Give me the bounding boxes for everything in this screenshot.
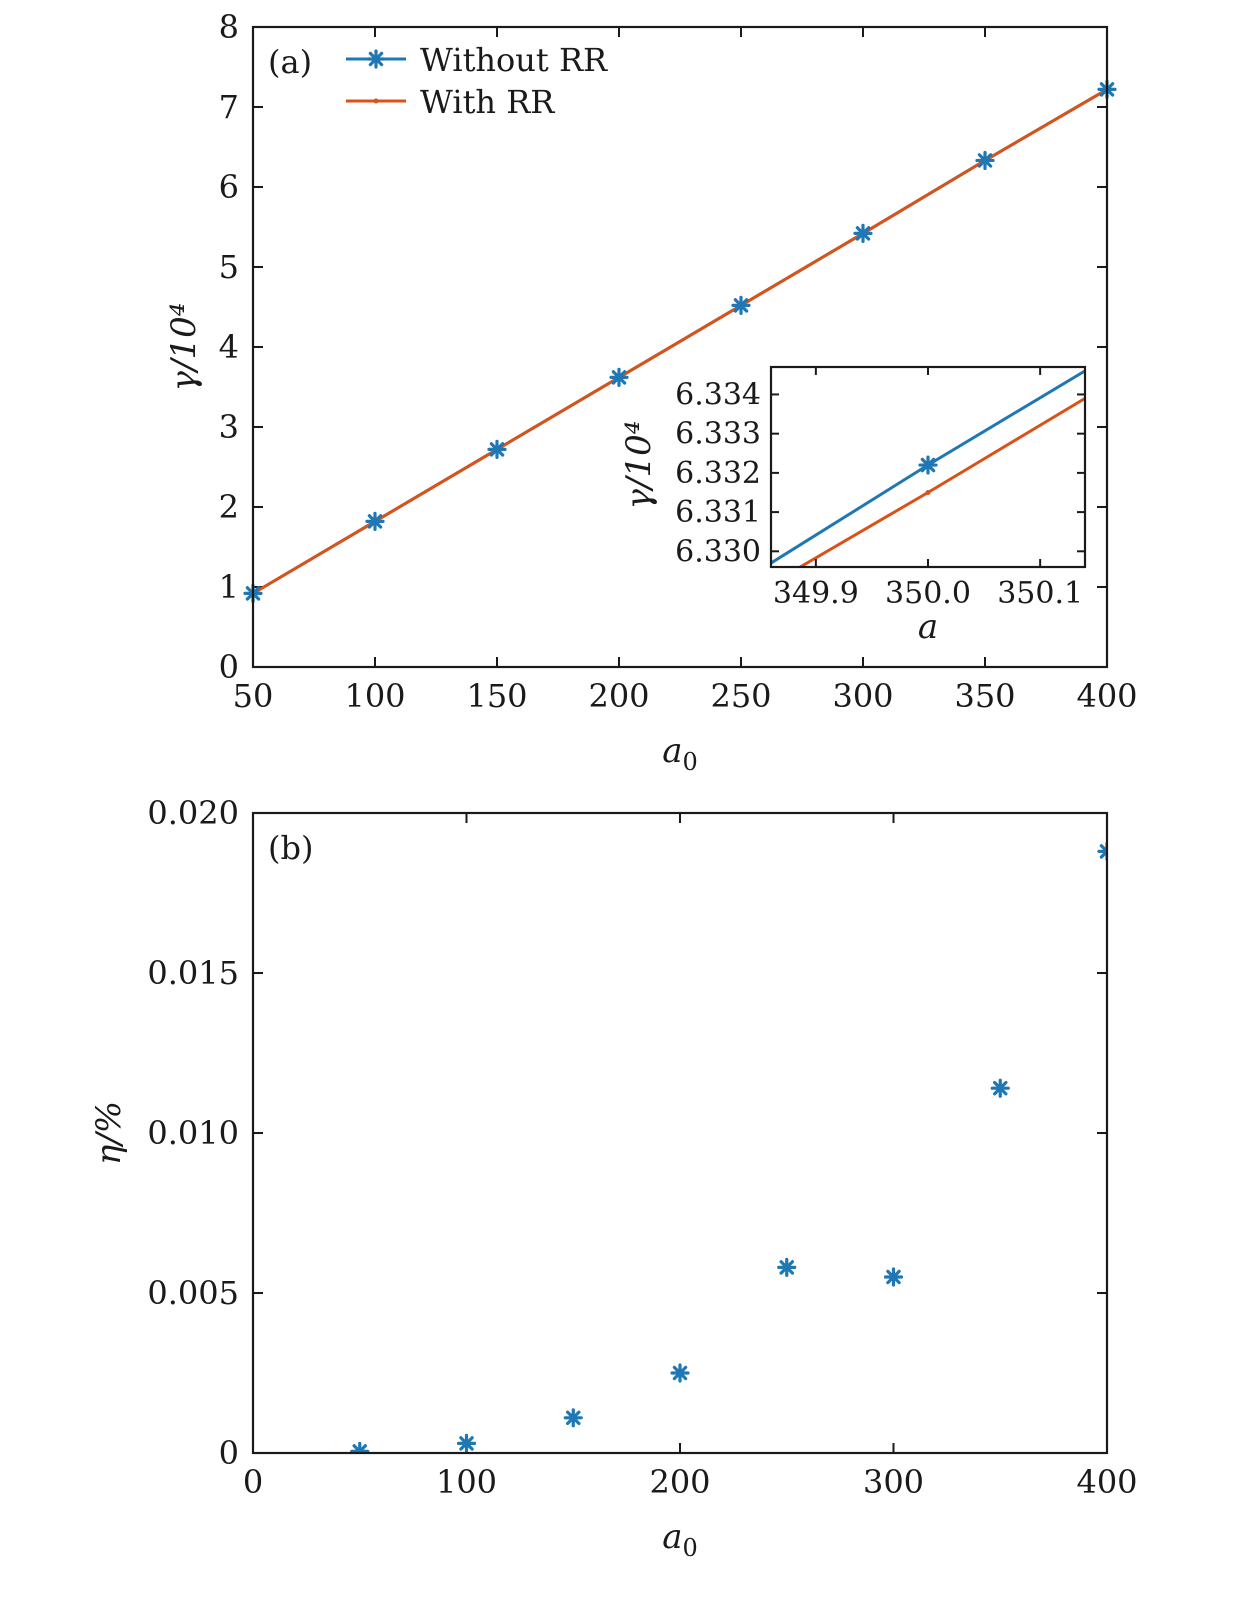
x-tick-label: 150 (466, 677, 527, 715)
panel-b-x-axis-label: a0 (662, 1517, 698, 1562)
inset-x-ticks: 349.9 350.0 350.1 (773, 367, 1083, 611)
panel-a-inset: 6.330 6.331 6.332 6.333 6.334 349.9 350.0 350.… (619, 365, 1087, 647)
y-tick-label: 0.020 (147, 794, 239, 832)
y-tick-label: 0.010 (147, 1114, 239, 1152)
inset-y-axis-label: γ/10⁴ (619, 421, 659, 510)
panel-a-chart: 0 1 2 3 4 5 6 7 8 50 100 150 200 250 300 350 400 (a) a0… (164, 8, 1138, 776)
legend-marker-without-rr (366, 49, 386, 69)
panel-b-frame (251, 811, 1109, 1455)
inset-with-rr-point (925, 489, 931, 495)
without-rr-point (487, 439, 507, 459)
inset-y-ticks: 6.330 6.331 6.332 6.333 6.334 (675, 377, 1085, 569)
panel-a-legend: Without RR With RR (346, 41, 608, 121)
y-tick-label: 0.015 (147, 954, 239, 992)
panel-b-series (350, 841, 1108, 1454)
without-rr-point (609, 367, 629, 387)
x-tick-label: 250 (710, 677, 771, 715)
y-tick-label: 7 (219, 88, 239, 126)
panel-a-x-axis-label: a0 (662, 731, 698, 776)
eta-point (456, 1433, 477, 1454)
panel-b-x-ticks: 0 100 200 300 400 (243, 813, 1138, 1501)
eta-point (777, 1257, 797, 1278)
inset-y-tick-label: 6.334 (675, 377, 761, 412)
y-tick-label: 6 (219, 168, 239, 206)
without-rr-point (731, 295, 751, 315)
y-tick-label: 0 (219, 648, 239, 686)
inset-x-tick-label: 349.9 (773, 576, 859, 611)
inset-y-tick-label: 6.332 (675, 456, 761, 491)
y-tick-label: 2 (219, 488, 239, 526)
inset-y-tick-label: 6.331 (675, 495, 761, 530)
eta-point (670, 1363, 690, 1383)
x-tick-label: 350 (954, 677, 1015, 715)
panel-a-series (243, 79, 1117, 604)
eta-point (883, 1267, 904, 1287)
x-tick-label: 0 (243, 1463, 263, 1501)
without-rr-point (365, 511, 385, 532)
y-tick-label: 8 (219, 8, 239, 46)
x-tick-label: 100 (344, 677, 405, 715)
panel-a-frame (251, 25, 1109, 669)
y-tick-label: 0 (219, 1434, 239, 1472)
panel-a-y-axis-label: γ/10⁴ (164, 303, 204, 392)
panel-b-label: (b) (268, 829, 313, 867)
without-rr-point (853, 223, 873, 243)
panel-a-x-ticks: 50 100 150 200 250 300 350 400 (233, 27, 1138, 715)
x-tick-label: 400 (1076, 677, 1137, 715)
panel-a-label: (a) (268, 43, 312, 81)
x-tick-label: 300 (863, 1463, 924, 1501)
x-tick-label: 400 (1076, 1463, 1137, 1501)
panel-b-y-ticks: 0 0.005 0.010 0.015 0.020 (147, 794, 1107, 1472)
inset-y-tick-label: 6.333 (675, 417, 761, 452)
inset-x-tick-label: 350.0 (885, 576, 971, 611)
panel-a-y-ticks: 0 1 2 3 4 5 6 7 8 (219, 8, 1107, 686)
eta-point (563, 1408, 583, 1428)
eta-point (990, 1078, 1010, 1098)
legend-entry-with-rr: With RR (420, 83, 555, 121)
x-tick-label: 300 (832, 677, 893, 715)
inset-x-axis-label: a (918, 607, 938, 647)
legend-entry-without-rr: Without RR (420, 41, 608, 79)
panel-b-y-axis-label: η/% (89, 1101, 129, 1165)
x-tick-label: 200 (649, 1463, 710, 1501)
x-tick-label: 100 (436, 1463, 497, 1501)
without-rr-point (975, 150, 995, 171)
x-tick-label: 50 (233, 677, 274, 715)
inset-y-tick-label: 6.330 (675, 534, 761, 569)
eta-point (350, 1441, 370, 1454)
y-tick-label: 4 (219, 328, 239, 366)
y-tick-label: 3 (219, 408, 239, 446)
y-tick-label: 1 (219, 568, 239, 606)
y-tick-label: 5 (219, 248, 239, 286)
inset-without-rr-point (918, 455, 938, 475)
series-line-with-rr (252, 88, 1108, 595)
x-tick-label: 200 (588, 677, 649, 715)
inset-x-tick-label: 350.1 (997, 576, 1083, 611)
y-tick-label: 0.005 (147, 1274, 239, 1312)
